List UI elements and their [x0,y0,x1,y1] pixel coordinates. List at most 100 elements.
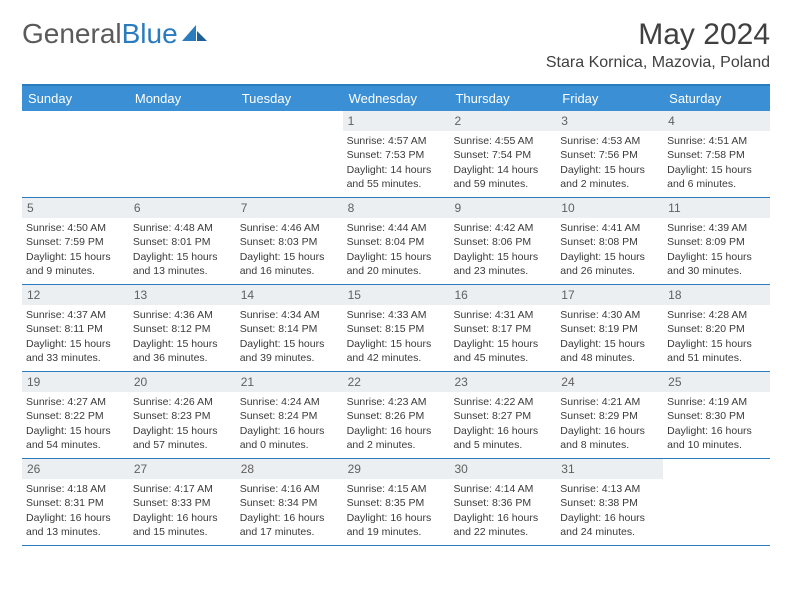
sunrise-text: Sunrise: 4:23 AM [347,395,446,409]
sunrise-text: Sunrise: 4:36 AM [133,308,232,322]
day-number: 17 [556,285,663,305]
weekday-header: Sunday [22,86,129,111]
daylight-text: Daylight: 15 hours and 6 minutes. [667,163,766,191]
day-cell: 24Sunrise: 4:21 AMSunset: 8:29 PMDayligh… [556,372,663,458]
week-row: 19Sunrise: 4:27 AMSunset: 8:22 PMDayligh… [22,372,770,459]
sunrise-text: Sunrise: 4:50 AM [26,221,125,235]
day-number: 21 [236,372,343,392]
sunrise-text: Sunrise: 4:15 AM [347,482,446,496]
daylight-text: Daylight: 16 hours and 17 minutes. [240,511,339,539]
day-cell: 1Sunrise: 4:57 AMSunset: 7:53 PMDaylight… [343,111,450,197]
daylight-text: Daylight: 15 hours and 20 minutes. [347,250,446,278]
day-number: 10 [556,198,663,218]
day-cell: 15Sunrise: 4:33 AMSunset: 8:15 PMDayligh… [343,285,450,371]
sunset-text: Sunset: 8:29 PM [560,409,659,423]
day-cell [663,459,770,545]
day-cell: 21Sunrise: 4:24 AMSunset: 8:24 PMDayligh… [236,372,343,458]
sunset-text: Sunset: 8:14 PM [240,322,339,336]
daylight-text: Daylight: 15 hours and 48 minutes. [560,337,659,365]
sunset-text: Sunset: 8:19 PM [560,322,659,336]
sunrise-text: Sunrise: 4:16 AM [240,482,339,496]
day-cell [236,111,343,197]
day-cell: 19Sunrise: 4:27 AMSunset: 8:22 PMDayligh… [22,372,129,458]
daylight-text: Daylight: 15 hours and 2 minutes. [560,163,659,191]
day-number: 20 [129,372,236,392]
daylight-text: Daylight: 15 hours and 51 minutes. [667,337,766,365]
day-number: 14 [236,285,343,305]
sunrise-text: Sunrise: 4:53 AM [560,134,659,148]
week-row: 26Sunrise: 4:18 AMSunset: 8:31 PMDayligh… [22,459,770,546]
sunset-text: Sunset: 8:11 PM [26,322,125,336]
day-number: 25 [663,372,770,392]
day-cell: 26Sunrise: 4:18 AMSunset: 8:31 PMDayligh… [22,459,129,545]
day-cell: 3 Sunrise: 4:53 AMSunset: 7:56 PMDaylight… [556,111,663,197]
sunrise-text: Sunrise: 4:41 AM [560,221,659,235]
sunrise-text: Sunrise: 4:17 AM [133,482,232,496]
daylight-text: Daylight: 16 hours and 5 minutes. [453,424,552,452]
daylight-text: Daylight: 16 hours and 19 minutes. [347,511,446,539]
sunrise-text: Sunrise: 4:30 AM [560,308,659,322]
sunrise-text: Sunrise: 4:48 AM [133,221,232,235]
title-block: May 2024 Stara Kornica, Mazovia, Poland [546,18,770,72]
sunrise-text: Sunrise: 4:31 AM [453,308,552,322]
sunrise-text: Sunrise: 4:24 AM [240,395,339,409]
day-cell: 2Sunrise: 4:55 AMSunset: 7:54 PMDaylight… [449,111,556,197]
day-number: 27 [129,459,236,479]
daylight-text: Daylight: 14 hours and 59 minutes. [453,163,552,191]
day-number: 24 [556,372,663,392]
week-row: 1Sunrise: 4:57 AMSunset: 7:53 PMDaylight… [22,111,770,198]
week-row: 5 Sunrise: 4:50 AMSunset: 7:59 PM Daylight… [22,198,770,285]
day-cell: 10Sunrise: 4:41 AMSunset: 8:08 PMDayligh… [556,198,663,284]
sunset-text: Sunset: 8:20 PM [667,322,766,336]
weekday-header: Wednesday [343,86,450,111]
day-number: 31 [556,459,663,479]
day-cell: 9Sunrise: 4:42 AMSunset: 8:06 PMDaylight… [449,198,556,284]
daylight-text: Daylight: 15 hours and 42 minutes. [347,337,446,365]
sunrise-text: Sunrise: 4:19 AM [667,395,766,409]
sunset-text: Sunset: 8:09 PM [667,235,766,249]
daylight-text: Daylight: 16 hours and 13 minutes. [26,511,125,539]
day-cell: 8Sunrise: 4:44 AMSunset: 8:04 PMDaylight… [343,198,450,284]
sunset-text: Sunset: 7:56 PM [560,148,659,162]
sunrise-text: Sunrise: 4:37 AM [26,308,125,322]
day-number: 7 [236,198,343,218]
week-row: 12Sunrise: 4:37 AMSunset: 8:11 PMDayligh… [22,285,770,372]
sunrise-text: Sunrise: 4:57 AM [347,134,446,148]
sunset-text: Sunset: 8:33 PM [133,496,232,510]
daylight-text: Daylight: 15 hours and 23 minutes. [453,250,552,278]
daylight-text: Daylight: 16 hours and 15 minutes. [133,511,232,539]
sunset-text: Sunset: 8:38 PM [560,496,659,510]
day-cell: 11Sunrise: 4:39 AMSunset: 8:09 PMDayligh… [663,198,770,284]
day-number: 23 [449,372,556,392]
day-number: 13 [129,285,236,305]
sunset-text: Sunset: 8:22 PM [26,409,125,423]
sunset-text: Sunset: 8:35 PM [347,496,446,510]
day-number: 3 [556,111,663,131]
daylight-text: Daylight: 15 hours and 36 minutes. [133,337,232,365]
day-number: 22 [343,372,450,392]
sunset-text: Sunset: 8:27 PM [453,409,552,423]
month-title: May 2024 [546,18,770,52]
sunset-text: Sunset: 7:58 PM [667,148,766,162]
day-cell: 30Sunrise: 4:14 AMSunset: 8:36 PMDayligh… [449,459,556,545]
daylight-text: Daylight: 15 hours and 54 minutes. [26,424,125,452]
sunrise-text: Sunrise: 4:46 AM [240,221,339,235]
day-number: 5 [22,198,129,218]
sunset-text: Sunset: 8:01 PM [133,235,232,249]
sunrise-text: Sunrise: 4:51 AM [667,134,766,148]
day-cell: 23Sunrise: 4:22 AMSunset: 8:27 PMDayligh… [449,372,556,458]
day-cell: 4Sunrise: 4:51 AMSunset: 7:58 PMDaylight… [663,111,770,197]
sunset-text: Sunset: 7:59 PM [26,235,125,249]
sunset-text: Sunset: 8:03 PM [240,235,339,249]
day-cell: 13Sunrise: 4:36 AMSunset: 8:12 PMDayligh… [129,285,236,371]
day-cell: 20Sunrise: 4:26 AMSunset: 8:23 PMDayligh… [129,372,236,458]
header: GeneralBlue May 2024 Stara Kornica, Mazo… [0,0,792,78]
daylight-text: Daylight: 16 hours and 24 minutes. [560,511,659,539]
daylight-text: Daylight: 16 hours and 2 minutes. [347,424,446,452]
sunrise-text: Sunrise: 4:44 AM [347,221,446,235]
day-number: 26 [22,459,129,479]
sunset-text: Sunset: 8:34 PM [240,496,339,510]
day-number: 15 [343,285,450,305]
daylight-text: Daylight: 16 hours and 10 minutes. [667,424,766,452]
sunrise-text: Sunrise: 4:33 AM [347,308,446,322]
